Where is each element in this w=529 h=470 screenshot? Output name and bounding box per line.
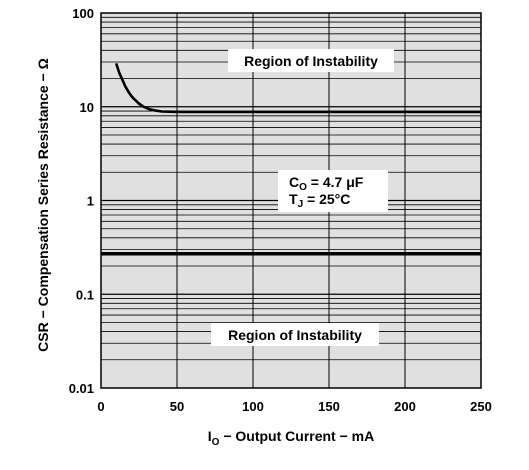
x-tick-label: 0	[97, 399, 104, 414]
plot-frame	[100, 12, 482, 389]
region-top-box: Region of Instability	[228, 49, 394, 72]
x-tick-label: 50	[170, 399, 184, 414]
region-bottom-box: Region of Instability	[211, 323, 379, 346]
y-tick-label: 1	[87, 194, 94, 209]
y-tick-labels: 0.01 0.1 1 10 100	[69, 6, 94, 396]
data-series	[101, 63, 481, 256]
series-line-upper-boundary	[114, 63, 481, 114]
y-axis-label: CSR − Compensation Series Resistance − Ω	[35, 58, 51, 352]
y-tick-label: 100	[72, 6, 94, 21]
y-tick-label: 0.1	[76, 287, 94, 302]
tj-label: TJ = 25°C	[289, 191, 350, 210]
region-top-label: Region of Instability	[244, 53, 378, 69]
x-tick-label: 250	[470, 399, 492, 414]
region-bottom-label: Region of Instability	[228, 327, 362, 343]
x-tick-label: 100	[242, 399, 264, 414]
y-tick-label: 0.01	[69, 381, 94, 396]
x-tick-labels: 0 50 100 150 200 250	[97, 399, 491, 414]
co-label: CO = 4.7 μF	[289, 174, 364, 193]
x-tick-label: 200	[394, 399, 416, 414]
conditions-box: CO = 4.7 μF TJ = 25°C	[278, 170, 388, 212]
y-tick-label: 10	[80, 100, 94, 115]
x-tick-label: 150	[318, 399, 340, 414]
x-axis-label: IO − Output Current − mA	[208, 428, 374, 448]
